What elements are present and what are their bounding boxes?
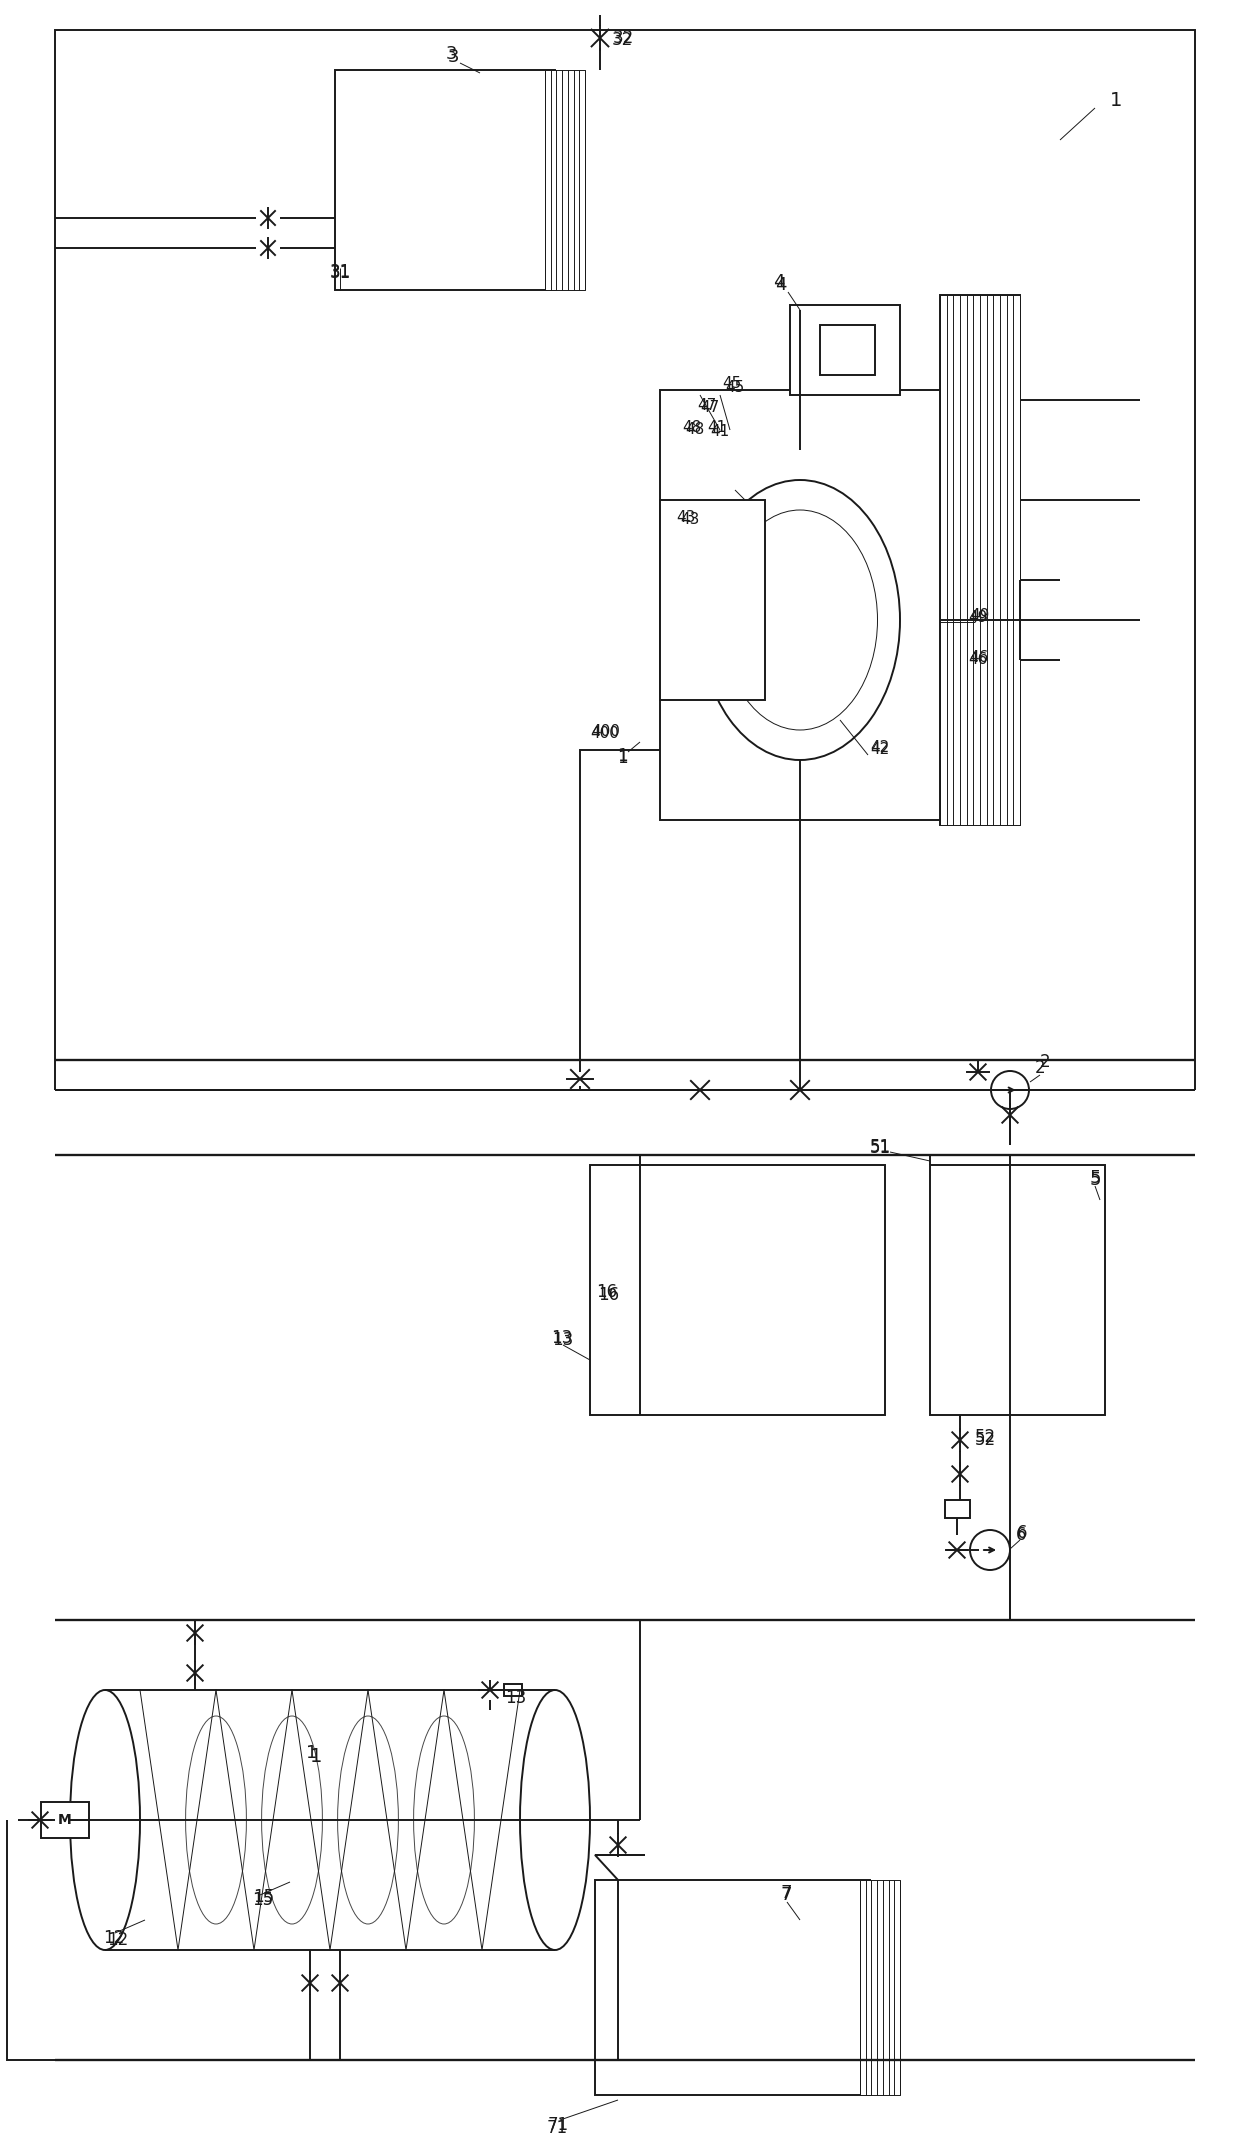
- Text: 49: 49: [968, 610, 987, 625]
- Text: 31: 31: [330, 265, 351, 282]
- Text: M: M: [58, 1812, 72, 1827]
- Text: 1: 1: [618, 750, 627, 767]
- Text: 52: 52: [975, 1429, 996, 1446]
- Text: 31: 31: [330, 263, 351, 280]
- Bar: [930, 1166, 1105, 1416]
- Text: 5: 5: [1090, 1168, 1101, 1187]
- Text: 52: 52: [975, 1431, 996, 1448]
- Ellipse shape: [701, 481, 900, 761]
- Bar: [546, 69, 585, 291]
- Bar: [940, 295, 1021, 825]
- Text: 71: 71: [547, 2118, 568, 2138]
- Text: 32: 32: [613, 30, 634, 50]
- Text: 15: 15: [253, 1888, 274, 1905]
- Text: 43: 43: [680, 513, 699, 528]
- Text: 7: 7: [780, 1883, 791, 1903]
- Text: 49: 49: [970, 608, 990, 623]
- Text: 6: 6: [1016, 1526, 1027, 1543]
- Text: 400: 400: [590, 726, 619, 741]
- Text: 2: 2: [1035, 1058, 1045, 1078]
- Bar: [861, 1879, 900, 2095]
- Text: 1: 1: [1110, 91, 1122, 110]
- Text: 5: 5: [1090, 1170, 1101, 1190]
- Text: 15: 15: [252, 1890, 273, 1909]
- Ellipse shape: [69, 1690, 140, 1950]
- Bar: [660, 390, 940, 821]
- Bar: [790, 306, 900, 394]
- Text: 48: 48: [684, 422, 704, 437]
- Text: 1: 1: [306, 1743, 317, 1763]
- Bar: [820, 325, 875, 375]
- Text: 47: 47: [701, 401, 719, 416]
- Bar: [940, 295, 1021, 825]
- Text: 7: 7: [780, 1886, 791, 1905]
- Text: 16: 16: [598, 1287, 619, 1304]
- Bar: [590, 1166, 885, 1416]
- Bar: [595, 1879, 870, 2095]
- Bar: [945, 1500, 970, 1517]
- Text: 3: 3: [448, 47, 460, 67]
- Text: 51: 51: [870, 1140, 892, 1157]
- Bar: [41, 1802, 89, 1838]
- Text: 1: 1: [618, 748, 627, 765]
- Bar: [335, 69, 556, 291]
- Text: 12: 12: [103, 1929, 124, 1946]
- Bar: [660, 500, 765, 700]
- Text: 16: 16: [596, 1282, 618, 1302]
- Text: 45: 45: [722, 377, 742, 392]
- Text: 4: 4: [775, 276, 786, 293]
- Text: 400: 400: [591, 724, 620, 739]
- Text: 45: 45: [725, 379, 744, 394]
- Text: 51: 51: [870, 1138, 892, 1155]
- Bar: [503, 1683, 522, 1696]
- Text: 43: 43: [676, 509, 696, 524]
- Text: 13: 13: [505, 1690, 526, 1707]
- Text: 46: 46: [968, 653, 987, 668]
- Text: 12: 12: [107, 1931, 128, 1948]
- Text: 41: 41: [707, 420, 727, 435]
- Text: 2: 2: [1040, 1054, 1050, 1071]
- Text: 41: 41: [711, 425, 729, 440]
- Text: 13: 13: [551, 1330, 572, 1347]
- Text: 13: 13: [552, 1332, 573, 1349]
- Text: 32: 32: [613, 28, 634, 47]
- Text: 6: 6: [1017, 1524, 1028, 1543]
- Text: 1: 1: [310, 1746, 322, 1765]
- Text: 46: 46: [968, 649, 988, 664]
- Text: 48: 48: [682, 420, 702, 435]
- Text: 42: 42: [870, 743, 889, 759]
- Text: 47: 47: [697, 397, 717, 412]
- Text: 3: 3: [446, 45, 458, 62]
- Ellipse shape: [520, 1690, 590, 1950]
- Text: 4: 4: [773, 274, 785, 291]
- Text: 42: 42: [870, 741, 889, 756]
- Text: 71: 71: [548, 2116, 569, 2133]
